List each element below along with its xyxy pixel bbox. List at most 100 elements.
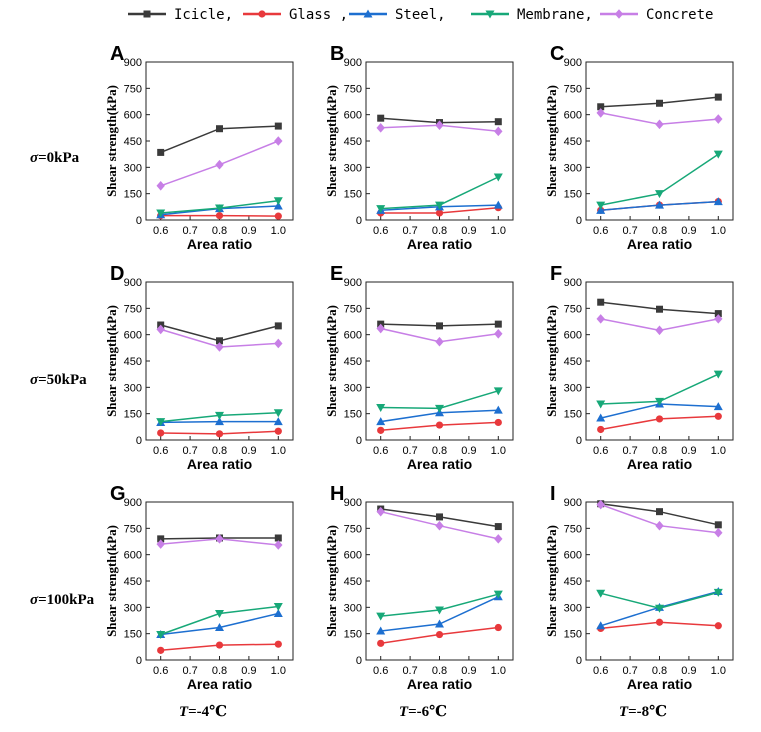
y-axis-label: Shear strength(kPa) (324, 305, 339, 417)
data-point (376, 506, 385, 517)
y-axis-label: Shear strength(kPa) (104, 525, 119, 637)
legend-item: Steel, (349, 7, 446, 23)
series-concrete (596, 499, 723, 538)
data-point (713, 402, 723, 411)
chart-panel-h: H 0 150 300 450 600 750 900 0.6 0.7 0.8 0.9 1.0 Area … (324, 483, 514, 692)
data-point (156, 209, 166, 218)
panel-letter: D (110, 263, 124, 285)
series-glass (157, 640, 282, 654)
y-tick-label: 0 (136, 215, 142, 227)
data-point (596, 314, 605, 324)
y-axis-label: Shear strength(kPa) (324, 525, 339, 637)
legend-label: Icicle, (174, 7, 233, 23)
x-tick-label: 0.9 (681, 665, 696, 677)
data-point (494, 523, 502, 531)
series-icicle (597, 298, 722, 318)
y-tick-label: 450 (344, 576, 362, 588)
data-point (376, 404, 386, 413)
series-glass (377, 623, 502, 647)
x-axis-label: Area ratio (187, 676, 252, 692)
data-point (436, 322, 443, 330)
series-concrete (376, 120, 503, 137)
data-point (274, 212, 282, 220)
data-point (156, 418, 166, 427)
x-tick-label: 0.7 (402, 665, 417, 677)
series-membrane (596, 588, 723, 613)
plot-frame (145, 501, 294, 661)
x-tick-label: 1.0 (711, 225, 726, 237)
series-concrete (596, 314, 723, 336)
y-tick-label: 750 (564, 303, 582, 315)
plot-frame (365, 281, 514, 441)
data-point (376, 323, 385, 334)
data-point (376, 612, 386, 621)
data-point (714, 314, 723, 324)
x-tick-label: 0.7 (622, 665, 637, 677)
data-point (376, 626, 386, 635)
series-steel (596, 197, 723, 214)
data-point (273, 201, 283, 210)
x-tick-label: 0.8 (212, 225, 227, 237)
data-point (376, 123, 385, 133)
series-glass (597, 412, 722, 434)
plot-frame (145, 61, 294, 221)
data-point (494, 534, 503, 544)
y-tick-label: 450 (124, 576, 142, 588)
data-point (157, 535, 165, 543)
data-point (274, 338, 283, 349)
chart-panel-g: G 0 150 300 450 600 750 900 0.6 0.7 0.8 0.9 1.0 Area … (104, 483, 294, 692)
data-point (215, 342, 224, 352)
y-axis-label: Shear strength(kPa) (324, 85, 339, 197)
y-tick-label: 450 (564, 356, 582, 368)
x-tick-label: 0.7 (402, 225, 417, 237)
chart-panel-i: I 0 150 300 450 600 750 900 0.6 0.7 0.8 0.9 1.0 Area … (544, 483, 734, 692)
plot-frame (365, 61, 514, 221)
data-point (597, 425, 605, 434)
data-point (274, 534, 282, 542)
y-tick-label: 900 (124, 497, 142, 509)
panel-letter: B (330, 43, 344, 65)
data-point (596, 413, 606, 422)
y-tick-label: 900 (124, 277, 142, 289)
data-point (215, 641, 224, 649)
legend-item: Glass , (243, 7, 348, 23)
data-point (494, 418, 502, 427)
legend-item: Icicle, (128, 7, 233, 23)
y-tick-label: 0 (136, 435, 142, 447)
y-tick-label: 600 (564, 330, 582, 342)
data-point (713, 588, 723, 597)
x-tick-label: 0.7 (622, 445, 637, 457)
x-axis-label: Area ratio (187, 236, 252, 252)
x-tick-label: 0.9 (681, 225, 696, 237)
data-point (274, 136, 283, 146)
data-point (655, 200, 664, 209)
data-point (493, 200, 503, 209)
y-tick-label: 900 (124, 57, 142, 69)
data-point (157, 148, 165, 156)
y-tick-label: 600 (564, 550, 582, 562)
data-point (713, 150, 723, 159)
data-point (714, 114, 723, 124)
y-tick-label: 750 (124, 523, 142, 535)
series-membrane (156, 197, 283, 218)
y-axis-label: Shear strength(kPa) (104, 305, 119, 417)
data-point (596, 201, 606, 210)
y-tick-label: 900 (564, 277, 582, 289)
y-tick-label: 900 (344, 497, 362, 509)
panel-grid: A 0 150 300 450 600 750 900 0.6 0.7 0.8 0.9 1.0 Area … (104, 43, 734, 692)
x-axis-label: Area ratio (407, 676, 472, 692)
data-point (596, 499, 605, 510)
y-tick-label: 0 (576, 435, 582, 447)
legend-marker (143, 10, 151, 18)
data-point (494, 126, 503, 137)
series-steel (376, 592, 503, 635)
data-point (216, 337, 223, 345)
y-tick-label: 150 (344, 189, 362, 201)
y-axis-label: Shear strength(kPa) (544, 305, 559, 417)
data-point (596, 205, 606, 214)
y-tick-label: 750 (344, 83, 362, 95)
col-label-0: T=-4℃ (179, 704, 227, 720)
data-point (215, 623, 224, 632)
x-tick-label: 1.0 (711, 665, 726, 677)
